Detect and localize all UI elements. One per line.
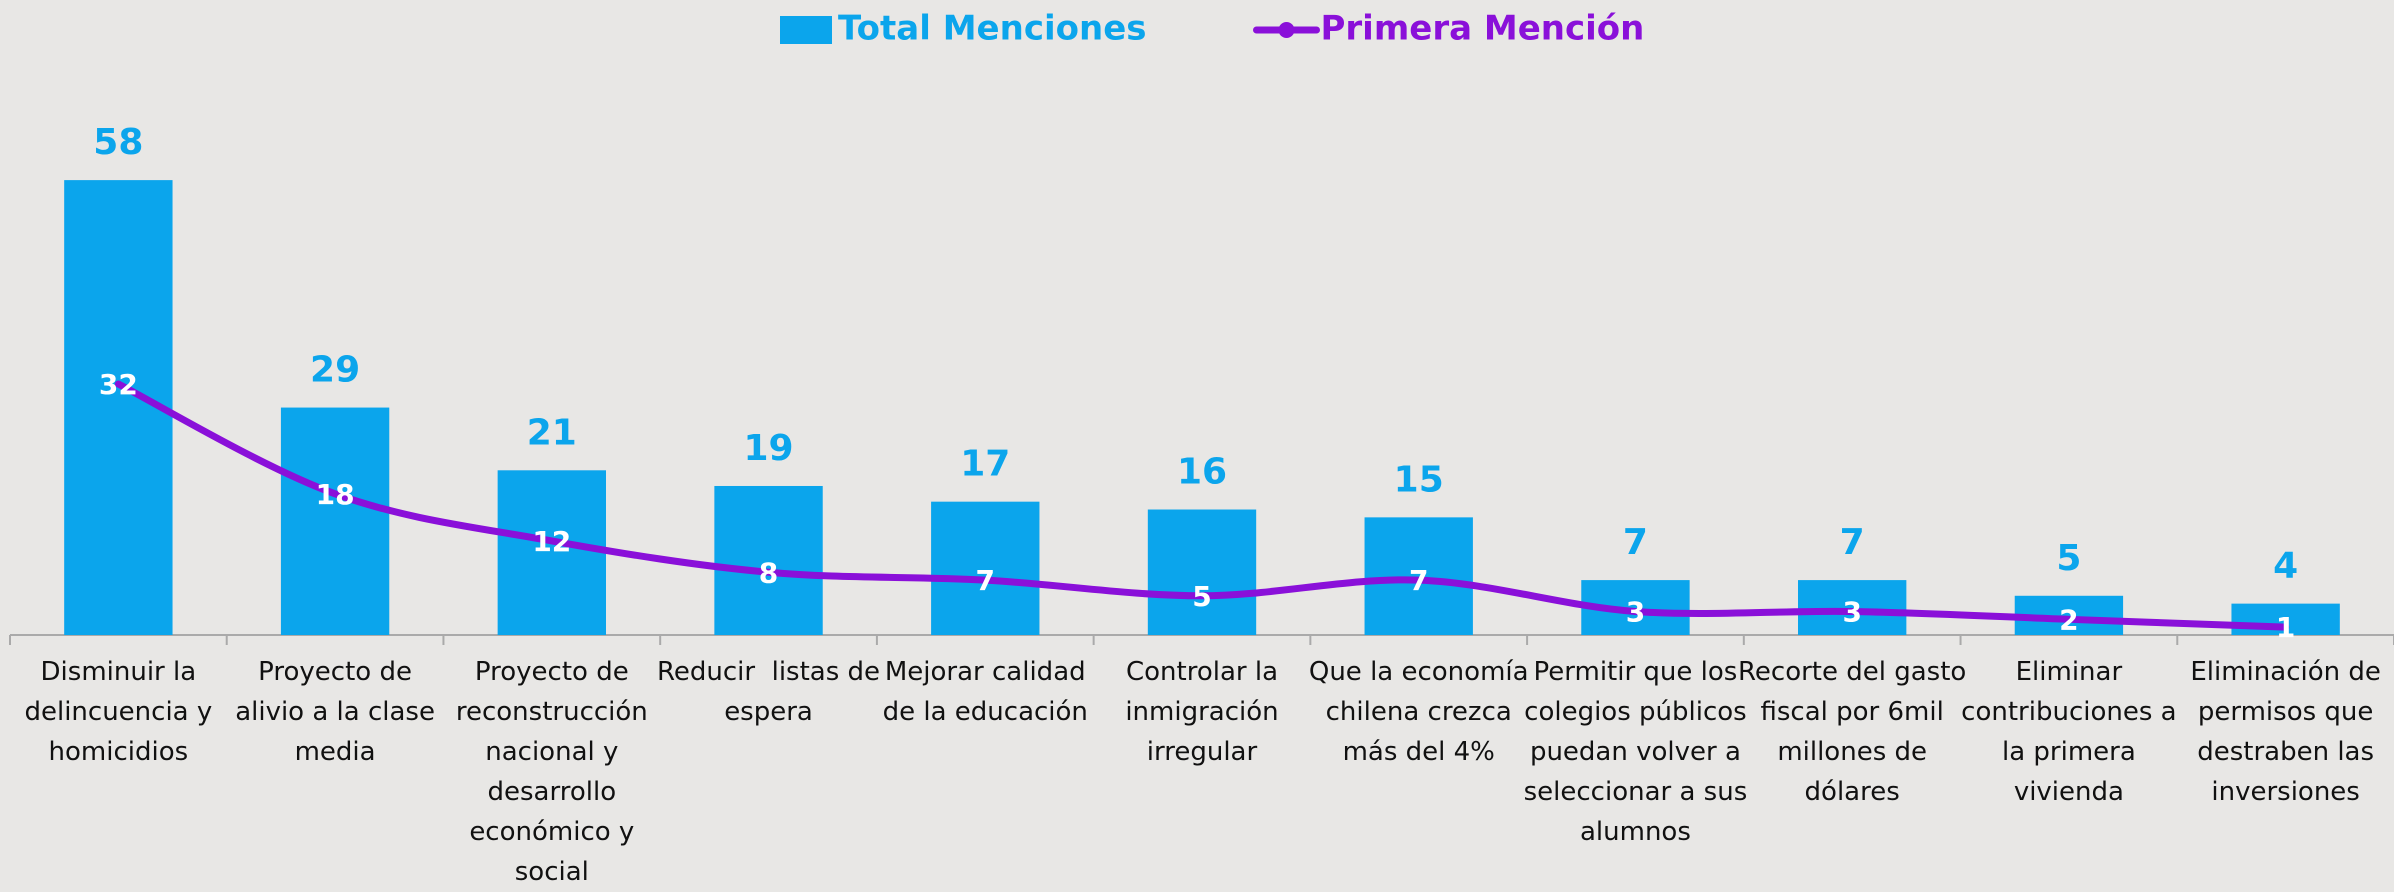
x-tick-label: Eliminar contribuciones a la primera viv… — [1961, 657, 2185, 807]
bar — [714, 485, 823, 635]
bar — [280, 407, 390, 635]
legend-marker — [1278, 22, 1295, 38]
x-tick-label: Reducir listas de espera — [657, 657, 889, 727]
x-tick-label: Disminuir la delincuencia y homicidios — [24, 657, 221, 767]
bar-value-label: 5 — [2056, 538, 2081, 579]
legend-swatch — [780, 16, 832, 44]
bar-value-label: 16 — [1177, 452, 1227, 493]
line-value-label: 12 — [532, 525, 571, 558]
line-value-label: 3 — [1626, 595, 1645, 628]
bar — [497, 470, 606, 635]
x-tick-label: Que la economía chilena crezca más del 4… — [1308, 657, 1537, 767]
bar-value-label: 7 — [1840, 522, 1865, 563]
bar-value-label: 19 — [743, 428, 793, 469]
line-value-label: 3 — [1842, 595, 1861, 628]
x-tick-label: Eliminación de permisos que destraben la… — [2190, 657, 2390, 807]
line-value-label: 18 — [316, 478, 355, 511]
bar-value-label: 7 — [1623, 522, 1648, 563]
line-value-label: 2 — [2059, 603, 2078, 636]
bar — [1364, 517, 1473, 635]
line-value-label: 32 — [99, 368, 138, 401]
x-tick-label: Permitir que los colegios públicos pueda… — [1523, 657, 1756, 847]
bar-value-label: 58 — [93, 122, 143, 163]
bar-value-label: 21 — [527, 412, 577, 453]
x-tick-label: Controlar la inmigración irregular — [1125, 657, 1287, 767]
line-value-label: 7 — [976, 564, 995, 597]
bar-value-label: 15 — [1394, 459, 1444, 500]
bar-value-label: 17 — [960, 444, 1010, 485]
bar-value-label: 29 — [310, 350, 360, 391]
x-tick-label: Proyecto de alivio a la clase media — [235, 657, 444, 767]
line-value-label: 7 — [1409, 564, 1428, 597]
bar — [1798, 580, 1907, 635]
line — [114, 380, 2290, 631]
bar — [1147, 509, 1257, 635]
bar — [931, 501, 1040, 635]
bar-value-label: 4 — [2273, 546, 2298, 587]
x-tick-label: Proyecto de reconstrucción nacional y de… — [455, 657, 657, 887]
legend-label: Total Menciones — [838, 9, 1147, 49]
x-tick-label: Recorte del gasto fiscal por 6mil millon… — [1738, 657, 1975, 807]
x-tick-label: Mejorar calidad de la educación — [882, 657, 1094, 727]
line-value-label: 1 — [2276, 611, 2295, 644]
line-value-label: 5 — [1192, 580, 1211, 613]
line-value-label: 8 — [759, 556, 778, 589]
legend-label: Primera Mención — [1321, 9, 1645, 49]
